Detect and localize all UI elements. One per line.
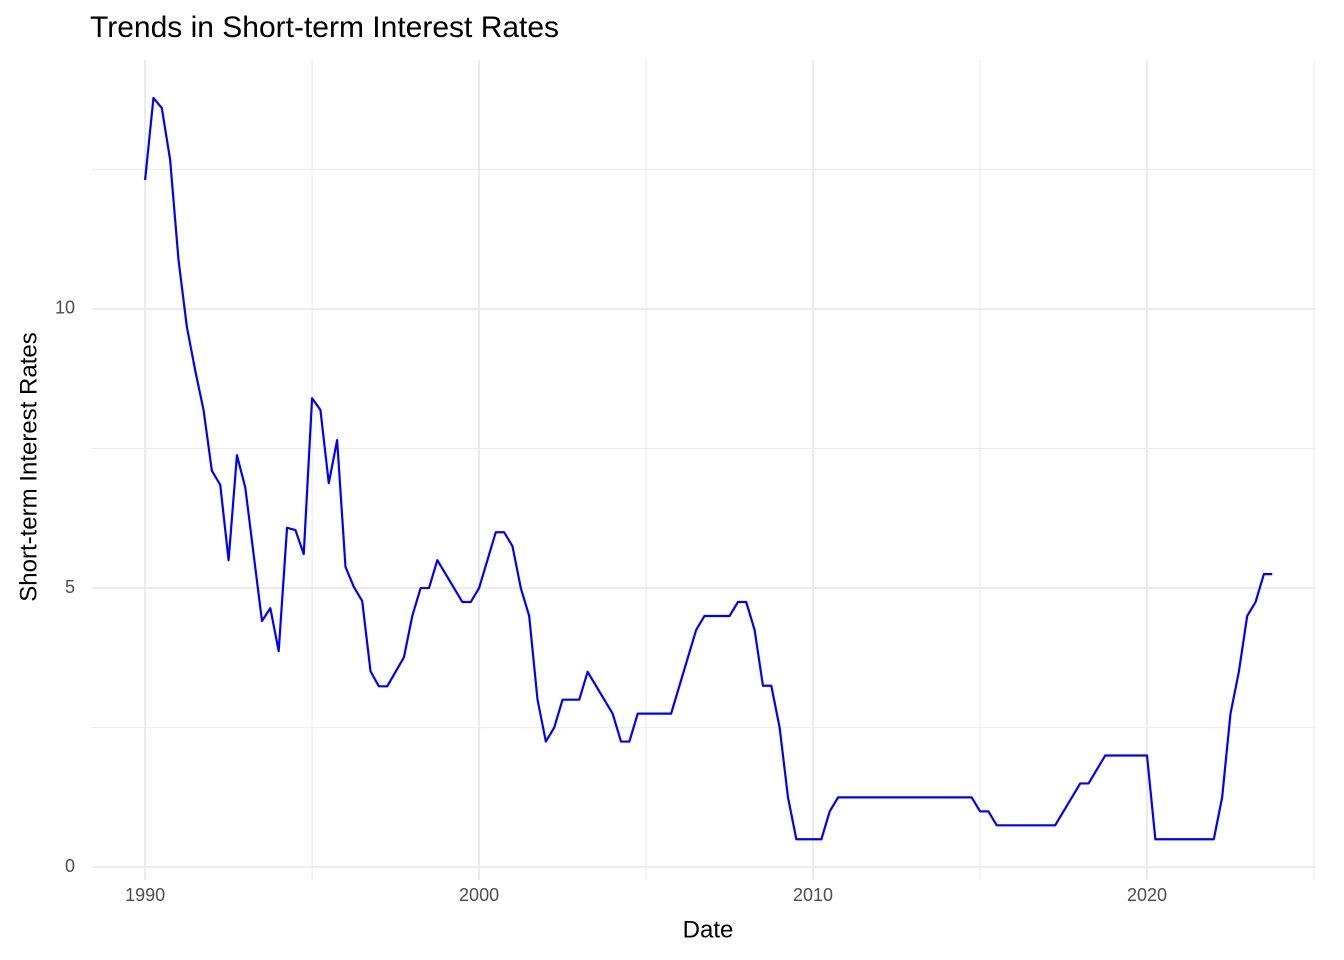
x-tick-label: 2000 <box>459 885 499 905</box>
x-tick-label: 2010 <box>793 885 833 905</box>
data-line <box>144 96 1273 841</box>
y-tick-label: 5 <box>65 577 75 597</box>
y-axis-title: Short-term Interest Rates <box>15 332 42 601</box>
x-axis-title: Date <box>683 916 734 943</box>
chart-title: Trends in Short-term Interest Rates <box>90 11 559 44</box>
y-tick-label: 10 <box>55 298 75 318</box>
x-tick-label: 2020 <box>1127 885 1167 905</box>
y-tick-label: 0 <box>65 856 75 876</box>
x-tick-label: 1990 <box>125 885 165 905</box>
